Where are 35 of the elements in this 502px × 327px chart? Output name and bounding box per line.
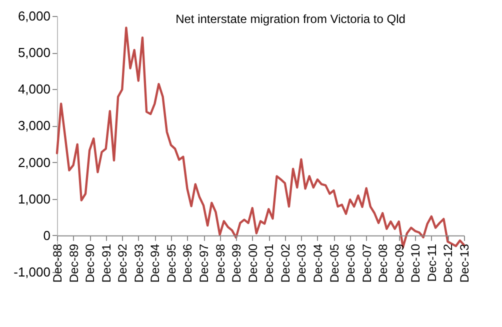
x-tick-label: Dec-97: [197, 244, 212, 283]
x-tick-label: Dec-02: [278, 244, 292, 283]
x-tick-label: Dec-96: [180, 244, 195, 283]
x-tick-label: Dec-94: [148, 244, 162, 283]
x-tick-label: Dec-09: [392, 244, 406, 283]
x-tick-label: Dec-91: [99, 244, 114, 283]
x-tick-label: Dec-04: [310, 244, 325, 283]
x-tick-label: Dec-08: [376, 244, 390, 283]
x-tick-label: Dec-13: [458, 244, 472, 283]
x-tick-label: Dec-92: [116, 244, 130, 283]
x-tick-label: Dec-07: [360, 244, 374, 283]
x-tick-label: Dec-06: [344, 244, 358, 283]
chart-title: Net interstate migration from Victoria to Qld: [176, 12, 406, 26]
y-tick-label: 0: [43, 228, 50, 243]
x-tick-label: Dec-89: [66, 244, 81, 283]
x-tick-label: Dec-01: [262, 244, 276, 283]
x-tick-label: Dec-98: [213, 244, 228, 283]
x-tick-label: Dec-95: [164, 244, 178, 283]
x-tick-label: Dec-10: [408, 244, 423, 283]
x-tick-label: Dec-93: [132, 244, 146, 283]
x-tick-label: Dec-99: [230, 244, 244, 283]
x-tick-label: Dec-00: [246, 244, 260, 283]
x-tick-label: Dec-05: [327, 244, 342, 283]
y-tick-label: -1,000: [14, 264, 50, 280]
y-tick-label: 2,000: [18, 154, 50, 170]
x-tick-label: Dec-03: [294, 244, 309, 283]
y-tick-label: 1,000: [18, 191, 50, 206]
y-tick-label: 5,000: [18, 45, 50, 60]
y-tick-label: 3,000: [18, 118, 50, 134]
x-tick-label: Dec-90: [83, 244, 98, 283]
y-tick-label: 6,000: [18, 8, 50, 24]
x-tick-label: Dec-12: [441, 244, 456, 283]
x-tick-label: Dec-11: [424, 244, 439, 282]
y-tick-label: 4,000: [18, 82, 50, 97]
x-tick-label: Dec-88: [50, 244, 64, 283]
